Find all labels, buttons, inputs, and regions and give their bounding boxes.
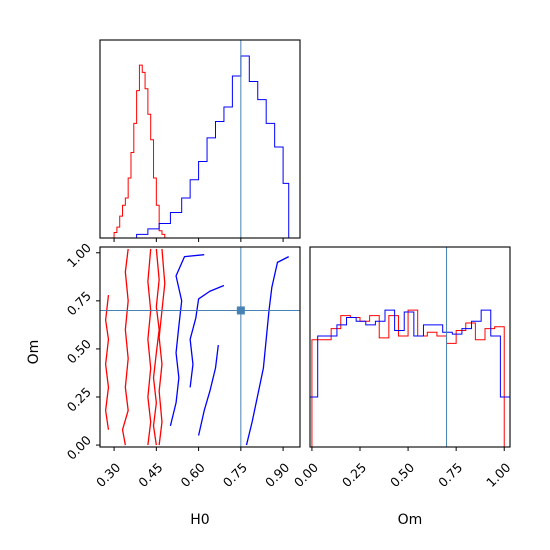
contour-blue-0 [169, 254, 205, 427]
hist-om-red-series [311, 309, 505, 447]
x-axis-om-tick-label-4: 1.00 [483, 460, 513, 490]
panel-hist-h0-frame [99, 39, 301, 239]
y-axis-om-tick-label-2: 0.50 [64, 336, 94, 366]
contour-red-1 [147, 248, 152, 446]
contour-red-2 [152, 248, 160, 446]
x-axis-h0-tick-label-1: 0.45 [135, 460, 165, 490]
hist-h0-red-series [100, 64, 168, 239]
contour-blue-2 [245, 256, 290, 446]
y-axis-om-tick-label-1: 0.25 [64, 384, 94, 414]
x-axis-label-h0: H0 [190, 512, 209, 528]
contour-red-3 [158, 248, 166, 446]
x-axis-om-tick-label-0: 0.00 [291, 460, 321, 490]
x-axis-h0-tick-label-3: 0.75 [220, 460, 250, 490]
panel-hist-om-frame [309, 246, 511, 448]
x-axis-label-om: Om [398, 512, 423, 528]
panel-2d-frame [99, 246, 301, 448]
y-axis-om-tick-label-3: 0.75 [64, 288, 94, 318]
contour-red-4 [104, 295, 110, 430]
x-axis-om-tick-label-2: 0.50 [387, 460, 417, 490]
truth-marker [236, 306, 245, 315]
hist-h0-blue-series [100, 55, 300, 239]
y-axis-om-tick-label-0: 0.00 [64, 432, 94, 462]
panel-hist-om: 0.00 0.25 0.50 0.75 1.00 Om [291, 246, 513, 528]
panel-2d-h0-om: 0.30 0.45 0.60 0.75 0.90 0.00 0.25 0.50 0.75 1.0… [26, 240, 301, 528]
contour-red-0 [121, 248, 129, 446]
contour-blue-3 [197, 344, 219, 436]
x-axis-h0-tick-label-0: 0.30 [93, 460, 123, 490]
panel-hist-h0 [99, 39, 301, 242]
x-axis-h0-tick-label-4: 0.90 [262, 460, 292, 490]
x-axis-h0-tick-label-2: 0.60 [178, 460, 208, 490]
x-axis-om-tick-label-1: 0.25 [339, 460, 369, 490]
y-axis-label-om: Om [26, 340, 42, 365]
x-axis-om-tick-label-3: 0.75 [435, 460, 465, 490]
contour-blue-1 [189, 284, 225, 388]
y-axis-om-tick-label-4: 1.00 [64, 240, 94, 270]
hist-om-blue-series [309, 309, 511, 447]
